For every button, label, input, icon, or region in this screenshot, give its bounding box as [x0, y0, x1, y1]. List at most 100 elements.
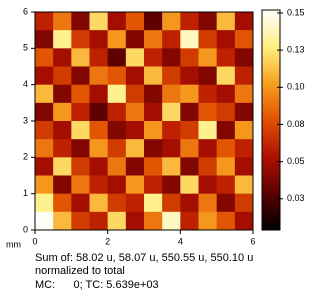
heat-cell — [89, 48, 109, 67]
heat-cell — [89, 102, 109, 122]
heat-cell — [53, 66, 72, 86]
heat-cell — [162, 193, 181, 213]
heat-cell — [144, 84, 163, 104]
heat-cell — [107, 193, 127, 213]
heat-cell — [125, 211, 145, 231]
heat-cell — [125, 139, 145, 158]
heat-cell — [198, 211, 218, 231]
heat-cell — [53, 48, 72, 67]
heat-cell — [144, 12, 163, 31]
heat-cell — [162, 30, 181, 49]
heat-cell — [53, 84, 72, 104]
heat-cell — [144, 48, 163, 67]
heat-cell — [89, 84, 109, 104]
heat-cell — [144, 139, 163, 158]
heat-cell — [71, 84, 90, 104]
heat-cell — [234, 139, 254, 158]
heat-cell — [71, 193, 90, 213]
heat-cell — [216, 121, 236, 140]
heat-cell — [71, 66, 90, 86]
caption: normalized to total — [35, 265, 125, 277]
heat-cell — [198, 121, 218, 140]
colorbar-tick-label: 0.15 — [287, 7, 305, 17]
caption: Sum of: 58.02 u, 58.07 u, 550.55 u, 550.… — [35, 252, 253, 264]
heat-cell — [144, 30, 163, 49]
heat-cell — [125, 175, 145, 195]
heat-cell — [107, 66, 127, 86]
y-tick-label: 6 — [23, 6, 28, 16]
heat-cell — [71, 211, 90, 231]
heat-cell — [53, 30, 72, 49]
heat-cell — [35, 102, 54, 122]
heat-cell — [125, 84, 145, 104]
heat-cell — [198, 30, 218, 49]
heat-cell — [53, 139, 72, 158]
heat-cell — [180, 12, 199, 31]
heat-cell — [89, 193, 109, 213]
heat-cell — [125, 30, 145, 49]
heat-cell — [107, 102, 127, 122]
y-tick-label: 3 — [23, 115, 28, 125]
heat-cell — [180, 30, 199, 49]
heat-cell — [162, 157, 181, 176]
colorbar-tick-label: 0.10 — [287, 82, 305, 92]
heat-cell — [234, 102, 254, 122]
heat-cell — [234, 121, 254, 140]
heat-cell — [89, 139, 109, 158]
colorbar-tick-label: 0.13 — [287, 45, 305, 55]
heat-cell — [162, 175, 181, 195]
x-tick-label: 4 — [178, 236, 183, 246]
heat-cell — [71, 157, 90, 176]
heat-cell — [107, 157, 127, 176]
heat-cell — [89, 157, 109, 176]
heat-cell — [144, 121, 163, 140]
heat-cell — [89, 66, 109, 86]
heat-cell — [107, 30, 127, 49]
heat-cell — [162, 121, 181, 140]
heat-cell — [234, 48, 254, 67]
colorbar-tick-label: 0.05 — [287, 156, 305, 166]
heat-cell — [162, 139, 181, 158]
heat-cell — [35, 121, 54, 140]
heat-cell — [180, 157, 199, 176]
heat-cell — [144, 66, 163, 86]
caption: MC: 0; TC: 5.639e+03 — [35, 279, 159, 291]
heat-cell — [180, 139, 199, 158]
heat-cell — [89, 12, 109, 31]
heat-cell — [125, 12, 145, 31]
heat-cell — [71, 30, 90, 49]
heat-cell — [216, 193, 236, 213]
heat-cell — [107, 175, 127, 195]
heat-cell — [198, 12, 218, 31]
heat-cell — [53, 211, 72, 231]
heat-cell — [35, 211, 54, 231]
heat-cell — [35, 30, 54, 49]
heat-cell — [144, 102, 163, 122]
y-tick-label: 0 — [23, 224, 28, 234]
heat-cell — [71, 12, 90, 31]
heat-cell — [216, 30, 236, 49]
heat-cell — [107, 48, 127, 67]
heat-cell — [180, 66, 199, 86]
heat-cell — [198, 84, 218, 104]
heat-cell — [198, 139, 218, 158]
chart: mm Sum of: 58.02 u, 58.07 u, 550.55 u, 5… — [6, 6, 305, 291]
heat-cell — [71, 48, 90, 67]
heat-cell — [162, 102, 181, 122]
heat-cell — [53, 12, 72, 31]
heat-cell — [180, 121, 199, 140]
heat-cell — [89, 121, 109, 140]
heat-cell — [216, 84, 236, 104]
heat-cell — [53, 121, 72, 140]
heat-cell — [216, 175, 236, 195]
x-tick-label: 2 — [105, 236, 110, 246]
heat-cell — [234, 193, 254, 213]
heat-cell — [35, 175, 54, 195]
heat-cell — [107, 84, 127, 104]
heat-cell — [125, 193, 145, 213]
x-axis-label: mm — [6, 239, 21, 249]
heat-cell — [216, 211, 236, 231]
heat-cell — [144, 211, 163, 231]
heat-cell — [144, 157, 163, 176]
heat-cell — [89, 211, 109, 231]
